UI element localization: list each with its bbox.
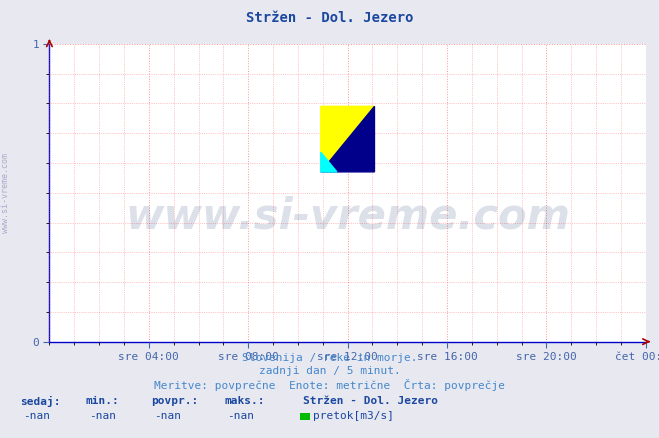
- Text: Slovenija / reke in morje.: Slovenija / reke in morje.: [242, 353, 417, 363]
- Text: maks.:: maks.:: [224, 396, 264, 406]
- Text: -nan: -nan: [89, 411, 115, 421]
- Text: povpr.:: povpr.:: [152, 396, 199, 406]
- Polygon shape: [321, 106, 374, 172]
- Text: -nan: -nan: [23, 411, 49, 421]
- Text: -nan: -nan: [227, 411, 254, 421]
- Polygon shape: [321, 152, 337, 172]
- Text: Stržen - Dol. Jezero: Stržen - Dol. Jezero: [303, 396, 438, 406]
- Text: min.:: min.:: [86, 396, 119, 406]
- Text: www.si-vreme.com: www.si-vreme.com: [1, 153, 10, 233]
- Text: Stržen - Dol. Jezero: Stržen - Dol. Jezero: [246, 11, 413, 25]
- Text: Meritve: povprečne  Enote: metrične  Črta: povprečje: Meritve: povprečne Enote: metrične Črta:…: [154, 379, 505, 391]
- Text: -nan: -nan: [155, 411, 181, 421]
- Text: pretok[m3/s]: pretok[m3/s]: [313, 411, 394, 421]
- Text: sedaj:: sedaj:: [20, 396, 60, 407]
- Text: www.si-vreme.com: www.si-vreme.com: [125, 195, 570, 237]
- Text: zadnji dan / 5 minut.: zadnji dan / 5 minut.: [258, 366, 401, 376]
- Polygon shape: [321, 106, 374, 172]
